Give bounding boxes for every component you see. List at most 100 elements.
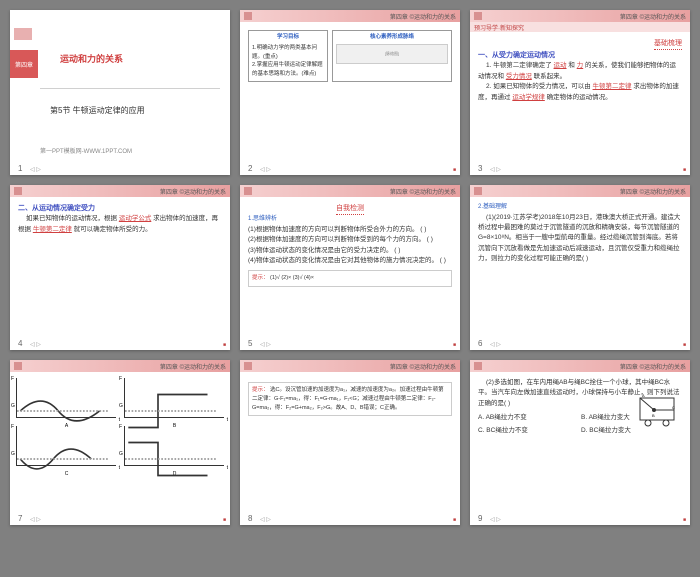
y-axis-label: F [119, 376, 122, 382]
slide-number: 9 [478, 514, 482, 523]
fill-blank: 运动学规律 [512, 94, 545, 101]
chapter-badge: 第四章 [10, 50, 38, 78]
slide-grid: 第四章 运动和力的关系 第5节 牛顿运动定律的应用 第一PPT模板网-WWW.1… [10, 10, 690, 525]
graph-d: F G t D [124, 426, 224, 466]
nav-arrows-icon: ◁ ▷ [260, 341, 271, 348]
slide-number: 7 [18, 514, 22, 523]
text: 联系起来。 [534, 73, 567, 80]
answer-box: 提示： 选C。设沉管加速的加速度为a₁，减速的加速度为a₂。加速过程由牛顿第二定… [248, 382, 452, 416]
slide-body: 二、从运动情况确定受力 如果已知物体的运动情况，根据 运动学公式 求出物体的加速… [10, 197, 230, 241]
divider [40, 88, 220, 89]
flow-diagram: [脉络图] [336, 44, 448, 64]
question-2: (2)根据物体加速度的方向可以判断物体受到的每个力的方向。 ( ) [248, 235, 452, 245]
slide-5: 第四章 ©运动和力的关系 自我检测 1.思维辨析 (1)根据物体加速度的方向可以… [240, 185, 460, 350]
table-col-diagram: 核心素养形成脉络 [脉络图] [332, 30, 452, 82]
corner-logo: ■ [683, 517, 686, 523]
text: 2. 如果已知物体的受力情况，可以由 [486, 83, 591, 90]
slide-body: 2.基础理解 (1)(2019·江苏学考)2018年10月23日，港珠澳大桥正式… [470, 197, 690, 271]
section-title: 一、从受力确定运动情况 [478, 50, 682, 61]
text: 如果已知物体的运动情况，根据 [26, 215, 117, 222]
fill-blank: 牛顿第二定律 [593, 83, 632, 90]
nav-arrows-icon: ◁ ▷ [490, 341, 501, 348]
nav-arrows-icon: ◁ ▷ [30, 341, 41, 348]
footer-url: 第一PPT模板网-WWW.1PPT.COM [40, 146, 132, 155]
slide-9: 第四章 ©运动和力的关系 (2)多选如图，在车内用绳AB与绳BC拴住一个小球，其… [470, 360, 690, 525]
slide-6: 第四章 ©运动和力的关系 2.基础理解 (1)(2019·江苏学考)2018年1… [470, 185, 690, 350]
section-tag: 基础梳理 [654, 38, 682, 50]
slide-body: 基础梳理 一、从受力确定运动情况 1. 牛顿第二定律确定了 运动 和 力 的关系… [470, 32, 690, 109]
sub-header: 预习导学·新知探究 [470, 22, 690, 32]
hint-label: 提示： [252, 275, 269, 281]
text: 确定物体的运动情况。 [547, 94, 612, 101]
decorative-arrow [14, 28, 32, 40]
y-axis-label: F [119, 424, 122, 430]
graph-grid: F G t A F G t B F G t C F G [10, 372, 230, 472]
x-axis-label: t [227, 417, 228, 423]
slide-7: 第四章 ©运动和力的关系 F G t A F G t B F G t C [10, 360, 230, 525]
subtitle: 1.思维辨析 [248, 215, 452, 225]
slide-3: 第四章 ©运动和力的关系 预习导学·新知探究 基础梳理 一、从受力确定运动情况 … [470, 10, 690, 175]
nav-arrows-icon: ◁ ▷ [30, 166, 41, 173]
question-4: (4)物体运动状态的变化情况是由它对其他物体的施力情况决定的。 ( ) [248, 256, 452, 266]
question-text: (1)(2019·江苏学考)2018年10月23日，港珠澳大桥正式开通。建造大桥… [478, 213, 682, 265]
question-3: (3)物体运动状态的变化情况是由它的受力决定的。 ( ) [248, 246, 452, 256]
slide-number: 6 [478, 339, 482, 348]
graph-a: F G t A [16, 378, 116, 418]
slide-4: 第四章 ©运动和力的关系 二、从运动情况确定受力 如果已知物体的运动情况，根据 … [10, 185, 230, 350]
fill-blank: 牛顿第二定律 [33, 226, 72, 233]
slide-number: 2 [248, 164, 252, 173]
col-header: 核心素养形成脉络 [336, 33, 448, 42]
graph-c: F G t C [16, 426, 116, 466]
x-axis-label: t [119, 465, 120, 471]
slide-header: 第四章 ©运动和力的关系 [470, 10, 690, 22]
objectives-text: 1.明确动力学的两类基本问题。(重点) 2.掌握应用牛顿运动定律解题的基本思路和… [252, 44, 324, 79]
g-label: G [11, 451, 15, 457]
corner-logo: ■ [223, 342, 226, 348]
g-label: G [119, 451, 123, 457]
corner-logo: ■ [223, 517, 226, 523]
nav-arrows-icon: ◁ ▷ [30, 516, 41, 523]
corner-logo: ■ [683, 167, 686, 173]
paragraph: 如果已知物体的运动情况，根据 运动学公式 求出物体的加速度，再根据 牛顿第二定律… [18, 214, 222, 235]
slide-header: 第四章 ©运动和力的关系 [10, 185, 230, 197]
g-label: G [11, 403, 15, 409]
slide-1: 第四章 运动和力的关系 第5节 牛顿运动定律的应用 第一PPT模板网-WWW.1… [10, 10, 230, 175]
graph-b: F G t B [124, 378, 224, 418]
option-a: A. AB绳拉力不变 [478, 413, 579, 423]
svg-text:A: A [642, 393, 645, 398]
nav-arrows-icon: ◁ ▷ [260, 166, 271, 173]
curve-icon [17, 426, 116, 492]
x-axis-label: t [227, 465, 228, 471]
slide-header: 第四章 ©运动和力的关系 [240, 360, 460, 372]
main-title: 运动和力的关系 [60, 52, 123, 65]
slide-number: 1 [18, 164, 22, 173]
slide-2: 第四章 ©运动和力的关系 学习目标 1.明确动力学的两类基本问题。(重点) 2.… [240, 10, 460, 175]
corner-logo: ■ [683, 342, 686, 348]
corner-logo: ■ [453, 167, 456, 173]
section-title: 二、从运动情况确定受力 [18, 203, 222, 214]
subtitle: 2.基础理解 [478, 203, 682, 213]
section-tag: 自我检测 [336, 203, 364, 215]
slide-number: 8 [248, 514, 252, 523]
slide-header: 第四章 ©运动和力的关系 [470, 360, 690, 372]
text: 就可以确定物体所受的力。 [74, 226, 152, 233]
y-axis-label: F [11, 424, 14, 430]
fill-blank: 受力情况 [506, 73, 532, 80]
slide-number: 5 [248, 339, 252, 348]
slide-header: 第四章 ©运动和力的关系 [10, 360, 230, 372]
paragraph: 1. 牛顿第二定律确定了 运动 和 力 的关系，使我们能够把物体的运动情况和 受… [478, 61, 682, 82]
paragraph: 2. 如果已知物体的受力情况，可以由 牛顿第二定律 求出物体的加速度，再通过 运… [478, 82, 682, 103]
fill-blank: 力 [577, 62, 584, 69]
nav-arrows-icon: ◁ ▷ [260, 516, 271, 523]
slide-body: 自我检测 1.思维辨析 (1)根据物体加速度的方向可以判断物体所受合外力的方向。… [240, 197, 460, 293]
svg-text:B: B [652, 413, 655, 418]
objectives-table: 学习目标 1.明确动力学的两类基本问题。(重点) 2.掌握应用牛顿运动定律解题的… [248, 30, 452, 82]
curve-icon [125, 426, 224, 492]
nav-arrows-icon: ◁ ▷ [490, 166, 501, 173]
slide-number: 3 [478, 164, 482, 173]
svg-text:C: C [672, 405, 675, 410]
nav-arrows-icon: ◁ ▷ [490, 516, 501, 523]
col-header: 学习目标 [252, 33, 324, 42]
option-c: C. BC绳拉力不变 [478, 426, 579, 436]
g-label: G [119, 403, 123, 409]
